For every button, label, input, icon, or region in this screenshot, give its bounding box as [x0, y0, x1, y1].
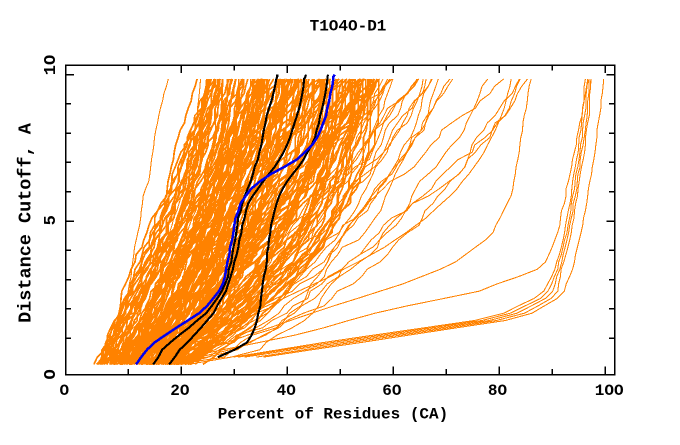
svg-text:4O: 4O [277, 382, 297, 400]
svg-text:1O: 1O [42, 55, 61, 75]
svg-text:T1O4O-D1: T1O4O-D1 [310, 18, 387, 36]
svg-text:1OO: 1OO [595, 382, 624, 400]
svg-text:6O: 6O [382, 382, 402, 400]
svg-text:O: O [59, 382, 69, 400]
svg-text:O: O [42, 369, 61, 379]
svg-text:8O: 8O [488, 382, 508, 400]
svg-text:Percent of Residues (CA): Percent of Residues (CA) [218, 406, 448, 424]
svg-text:5: 5 [42, 215, 61, 225]
svg-text:Distance Cutoff, A: Distance Cutoff, A [16, 122, 37, 323]
svg-text:2O: 2O [170, 382, 190, 400]
